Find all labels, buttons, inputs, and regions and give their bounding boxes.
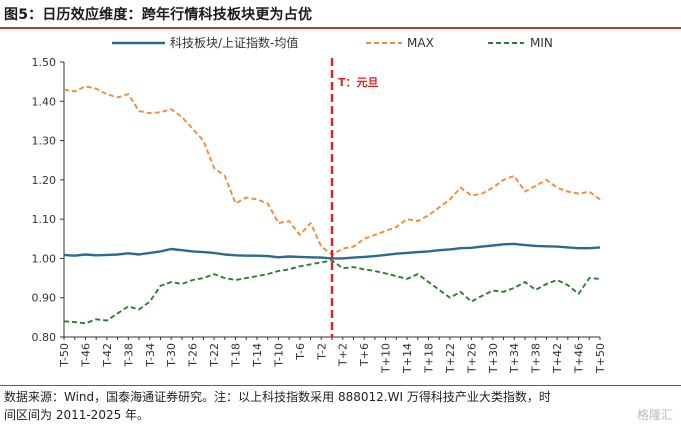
- watermark-logo: 格隆汇: [636, 408, 673, 422]
- legend-label-max: MAX: [407, 36, 434, 50]
- x-tick-label: T+46: [573, 343, 586, 374]
- x-tick-label: T-10: [272, 343, 285, 368]
- x-tick-label: T-42: [101, 343, 114, 368]
- y-tick-label: 1.00: [32, 252, 57, 265]
- annotation: T：元旦: [330, 58, 379, 337]
- x-tick-label: T+2: [337, 343, 350, 367]
- legend-label-ratio: 科技板块/上证指数-均值: [170, 35, 298, 50]
- x-tick-label: T-26: [187, 343, 200, 368]
- y-tick-label: 1.10: [32, 213, 57, 226]
- legend-label-min: MIN: [530, 36, 553, 50]
- x-tick-label: T+50: [594, 343, 607, 374]
- x-tick-label: T+18: [422, 343, 435, 374]
- y-tick-label: 0.90: [32, 292, 57, 305]
- x-tick-label: T+38: [530, 343, 543, 374]
- x-tick-label: T-38: [122, 343, 135, 368]
- x-tick-label: T+42: [551, 343, 564, 374]
- y-tick-label: 0.80: [32, 331, 57, 344]
- y-tick-label: 1.50: [32, 56, 57, 69]
- source-note: 数据来源：Wind，国泰海通证券研究。注：以上科技指数采用 888012.WI …: [4, 388, 674, 424]
- y-tick-label: 1.40: [32, 95, 57, 108]
- x-tick-label: T+6: [358, 343, 371, 367]
- series-line-min: [63, 259, 601, 325]
- source-note-line-2: 间区间为 2011-2025 年。: [4, 408, 150, 422]
- y-tick-label: 1.20: [32, 174, 57, 187]
- x-tick-label: T+26: [465, 343, 478, 374]
- x-tick-label: T+30: [487, 343, 500, 374]
- x-tick-label: T-30: [165, 343, 178, 368]
- x-tick-label: T-46: [79, 343, 92, 368]
- y-axis: 0.80 0.90 1.00 1.10 1.20 1.30 1.40 1.50: [32, 56, 65, 344]
- x-tick-label: T+14: [401, 343, 414, 374]
- x-tick-label: T+22: [444, 343, 457, 374]
- series-line-ratio: [63, 242, 601, 260]
- x-tick-label: T-50: [58, 343, 71, 368]
- legend: 科技板块/上证指数-均值 MAX MIN: [112, 35, 553, 50]
- x-tick-label: T-34: [144, 343, 157, 368]
- x-tick-label: T-22: [208, 343, 221, 368]
- x-tick-label: T-14: [251, 343, 264, 368]
- x-tick-label: T+34: [508, 343, 521, 374]
- x-tick-label: T+10: [380, 343, 393, 374]
- x-tick-label: T-2: [315, 343, 328, 361]
- x-tick-label: T-6: [294, 343, 307, 361]
- title-divider: [0, 27, 681, 29]
- footer-divider: [0, 385, 681, 386]
- y-tick-label: 1.30: [32, 135, 57, 148]
- x-axis: T-50 T-46 T-42 T-38 T-34 T-30 T-26 T-22 T-18 T-14…: [58, 336, 607, 374]
- x-tick-label: T-18: [230, 343, 243, 368]
- marker-label: T：元旦: [338, 76, 379, 89]
- source-note-line-1: 数据来源：Wind，国泰海通证券研究。注：以上科技指数采用 888012.WI …: [4, 390, 551, 404]
- figure-title: 图5：日历效应维度：跨年行情科技板块更为占优: [4, 7, 313, 23]
